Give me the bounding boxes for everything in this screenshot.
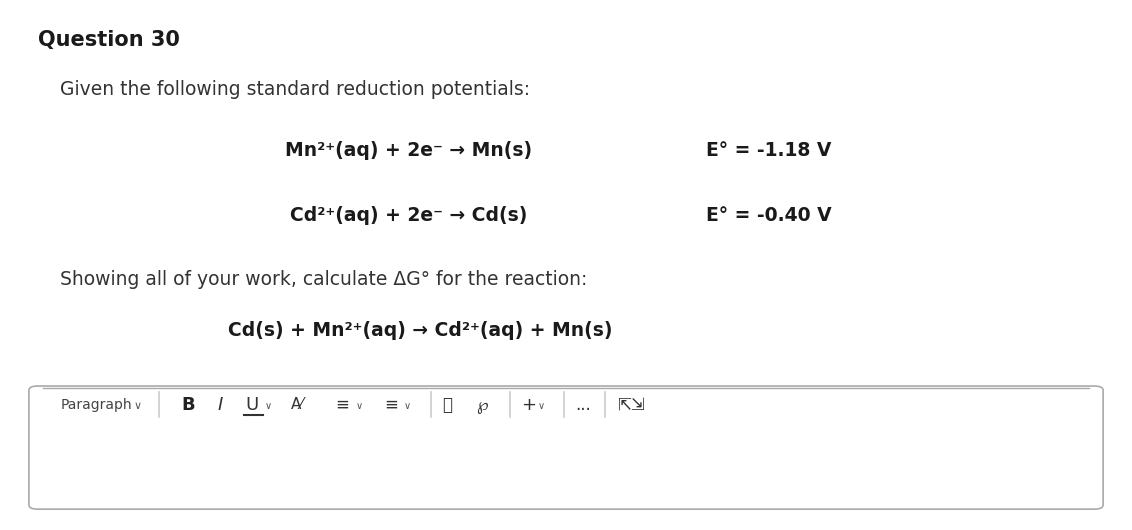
- Text: ...: ...: [575, 395, 591, 413]
- Text: ∨: ∨: [134, 401, 142, 411]
- Text: E° = -1.18 V: E° = -1.18 V: [706, 141, 832, 160]
- Text: ∨: ∨: [265, 401, 272, 411]
- Text: ⧧: ⧧: [443, 395, 453, 413]
- Text: E° = -0.40 V: E° = -0.40 V: [706, 206, 832, 225]
- Text: +: +: [521, 395, 537, 413]
- Text: Paragraph: Paragraph: [60, 398, 132, 412]
- Text: A⁄: A⁄: [291, 397, 303, 412]
- FancyBboxPatch shape: [29, 386, 1103, 509]
- Text: Cd(s) + Mn²⁺(aq) → Cd²⁺(aq) + Mn(s): Cd(s) + Mn²⁺(aq) → Cd²⁺(aq) + Mn(s): [228, 321, 612, 340]
- Text: Cd²⁺(aq) + 2e⁻ → Cd(s): Cd²⁺(aq) + 2e⁻ → Cd(s): [290, 206, 528, 225]
- Text: ⇱⇲: ⇱⇲: [617, 395, 644, 413]
- Text: ≡: ≡: [336, 395, 350, 413]
- Text: I: I: [217, 395, 223, 413]
- Text: ∨: ∨: [355, 401, 363, 411]
- Text: Given the following standard reduction potentials:: Given the following standard reduction p…: [60, 80, 531, 99]
- Text: U: U: [246, 395, 259, 413]
- Text: Showing all of your work, calculate ΔG° for the reaction:: Showing all of your work, calculate ΔG° …: [60, 270, 588, 289]
- Text: ℘: ℘: [477, 395, 488, 413]
- Text: Question 30: Question 30: [37, 30, 180, 50]
- Text: Mn²⁺(aq) + 2e⁻ → Mn(s): Mn²⁺(aq) + 2e⁻ → Mn(s): [285, 141, 532, 160]
- Text: ∨: ∨: [404, 401, 411, 411]
- Text: ≡: ≡: [384, 395, 397, 413]
- Text: B: B: [182, 395, 196, 413]
- Text: ∨: ∨: [538, 401, 544, 411]
